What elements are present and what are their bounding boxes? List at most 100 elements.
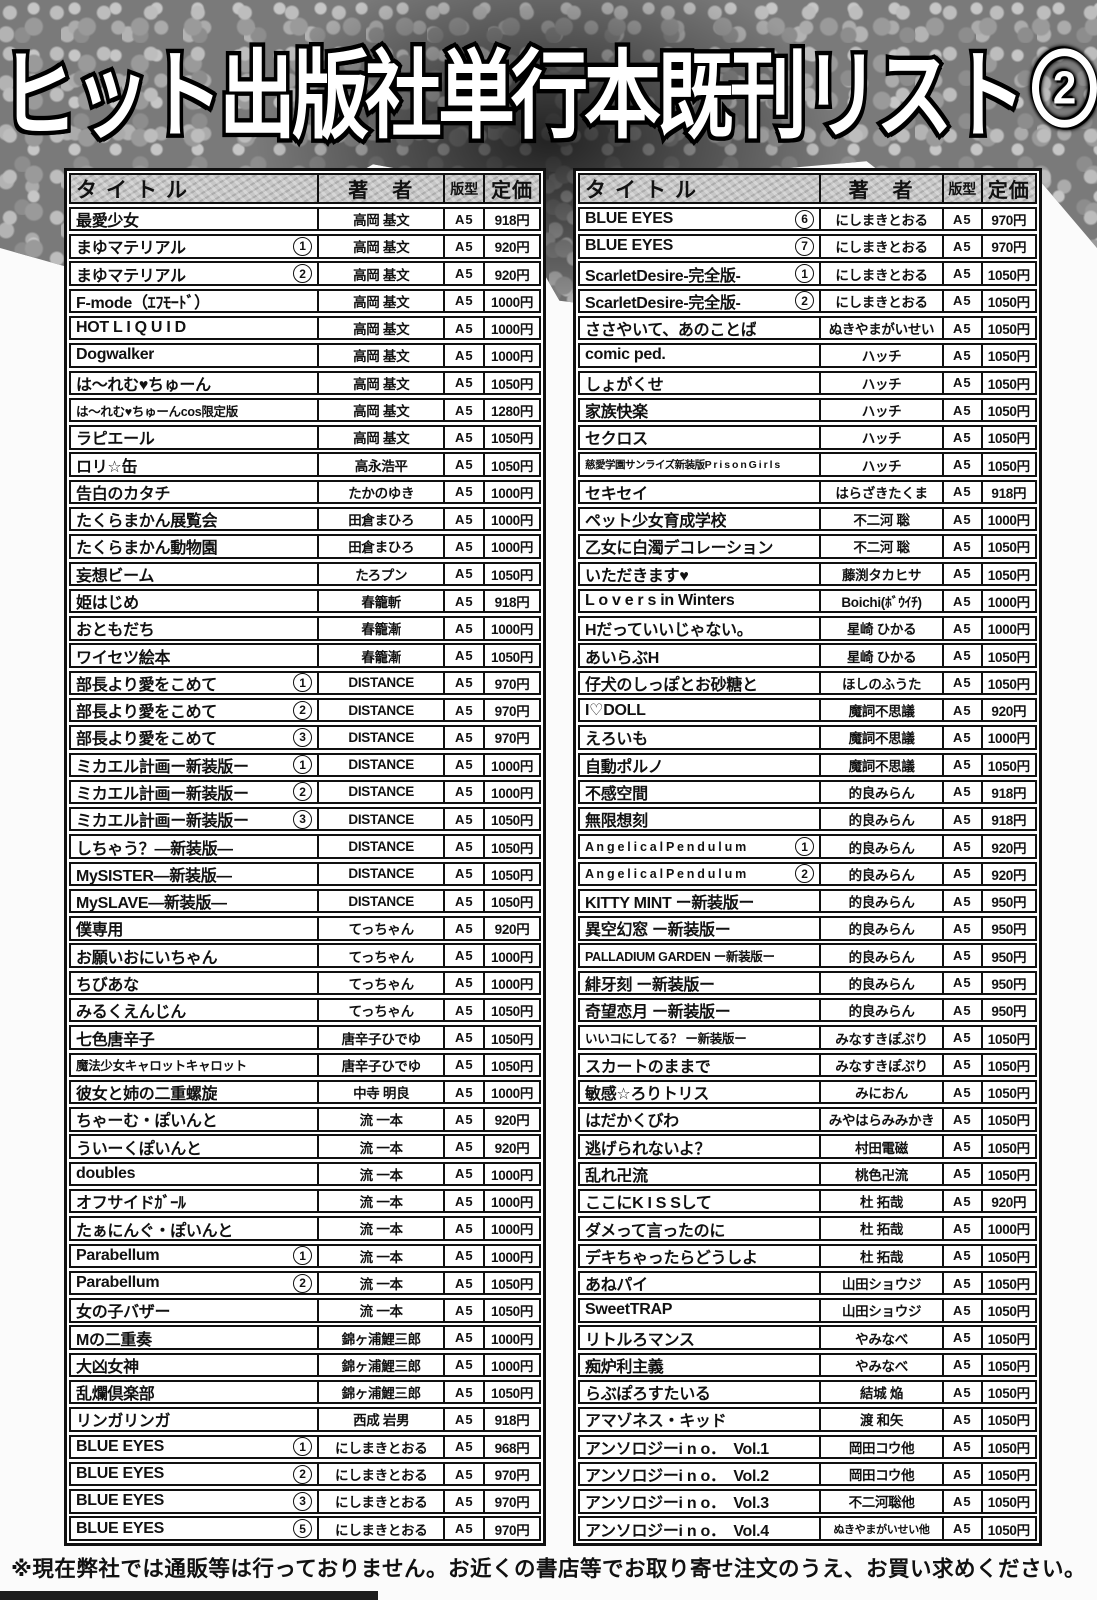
table-row: 異空幻窓 ー新装版ー 的良みらん A5 950円 [578, 916, 1037, 941]
author-name: 流 一本 [359, 1140, 403, 1156]
price-value: 1050円 [987, 349, 1030, 365]
book-title: セキセイ [585, 485, 648, 503]
price-cell: 1000円 [485, 345, 539, 365]
author-name: 藤渕タカヒサ [841, 567, 922, 583]
table-row: 最愛少女 高岡 基文 A5 918円 [69, 206, 541, 232]
format-cell: A5 [445, 672, 486, 694]
title-cell: アンソロジーi n o． Vol.4 [580, 1518, 822, 1540]
title-cell: 最愛少女 [71, 208, 320, 230]
format-cell: A5 [944, 1463, 983, 1485]
format-cell: A5 [944, 1081, 983, 1103]
format-cell: A5 [944, 727, 983, 748]
price-cell: 1050円 [983, 1273, 1035, 1293]
table-row: スカートのままで みなすきぽぷり A5 1050円 [578, 1052, 1037, 1077]
price-value: 1050円 [987, 1277, 1030, 1293]
format-value: A5 [454, 620, 474, 636]
price-value: 1050円 [491, 895, 534, 911]
price-cell: 1000円 [983, 727, 1035, 747]
author-name: 唐辛子ひでゆ [341, 1058, 422, 1074]
page-title-circled-number: 2 [1032, 48, 1097, 128]
author-cell: 星崎 ひかる [821, 645, 944, 666]
title-cell: 慈愛学園サンライズ新装版P r i s o n G i r l s [580, 454, 822, 475]
price-value: 1050円 [491, 813, 534, 829]
table-row: 無限想刻 的良みらん A5 918円 [578, 807, 1037, 832]
author-name: 高岡 基文 [353, 322, 410, 338]
price-cell: 1050円 [983, 1300, 1035, 1320]
price-value: 1050円 [987, 1522, 1030, 1538]
format-value: A5 [454, 811, 474, 827]
title-cell: お願いおにいちゃん [71, 945, 320, 967]
table-row: リンガリンガ 西成 岩男 A5 918円 [69, 1407, 541, 1432]
format-cell: A5 [445, 1000, 486, 1021]
price-value: 1050円 [491, 1031, 534, 1047]
author-name: てっちゃん [348, 949, 415, 965]
title-cell: 僕専用 [71, 918, 320, 940]
book-title: ScarletDesire-完全版- [585, 267, 741, 285]
author-name: 流 一本 [359, 1249, 403, 1265]
format-cell: A5 [445, 1245, 486, 1266]
price-cell: 970円 [485, 1518, 539, 1538]
price-value: 1000円 [491, 976, 534, 992]
format-value: A5 [454, 347, 474, 363]
book-title: アマゾネス・キッド [585, 1413, 727, 1431]
format-cell: A5 [944, 672, 983, 694]
title-cell: 緋牙刻 ー新装版ー [580, 972, 822, 994]
circled-number-badge: 2 [293, 700, 313, 720]
table-body-left: 最愛少女 高岡 基文 A5 918円 まゆマテリアル 1 高岡 基文 A5 920円 まゆマテリア… [69, 206, 541, 1541]
title-cell: みるくえんじん [71, 1000, 320, 1021]
format-value: A5 [953, 538, 972, 554]
title-cell: 妄想ビーム [71, 563, 320, 585]
format-value: A5 [953, 648, 972, 664]
title-cell: ロリ☆缶 [71, 454, 320, 476]
format-value: A5 [953, 1248, 972, 1264]
book-title: 僕専用 [76, 922, 124, 940]
book-title: 部長より愛をこめて [76, 731, 217, 749]
author-name: ハッチ [861, 376, 902, 392]
author-cell: 高岡 基文 [319, 208, 446, 230]
book-title: BLUE EYES [76, 1519, 164, 1537]
price-value: 1050円 [987, 1140, 1030, 1156]
table-row: A n g e l i c a l P e n d u l u m 1 的良みらん A… [578, 834, 1037, 859]
price-cell: 1050円 [983, 263, 1035, 283]
book-title: アンソロジーi n o． Vol.3 [585, 1495, 769, 1513]
format-cell: A5 [445, 1054, 486, 1075]
format-cell: A5 [944, 263, 983, 284]
book-title: あいらぶH [585, 649, 660, 667]
price-cell: 918円 [983, 782, 1035, 802]
table-row: BLUE EYES 3 にしまきとおる A5 970円 [69, 1489, 541, 1514]
title-cell: 乙女に白濁デコレーション [580, 536, 822, 557]
table-row: らぶぽろすたいる 結城 焔 A5 1050円 [578, 1379, 1037, 1405]
author-cell: 高岡 基文 [319, 290, 446, 312]
price-cell: 1000円 [485, 945, 539, 965]
price-cell: 918円 [983, 482, 1035, 502]
title-cell: 奇望恋月 ー新装版ー [580, 1000, 822, 1021]
table-row: 妄想ビーム たろプン A5 1050円 [69, 561, 541, 586]
format-value: A5 [953, 1466, 972, 1482]
table-row: 仔犬のしっぽとお砂糖と ほしのふうた A5 1050円 [578, 670, 1037, 696]
price-cell: 1050円 [485, 1055, 539, 1075]
title-cell: しちゃう？―新装版― [71, 836, 320, 858]
table-row: ワイセツ絵本 春籠漸 A5 1050円 [69, 643, 541, 668]
book-title: BLUE EYES [585, 210, 673, 228]
book-title: ういーくぽいんと [76, 1140, 202, 1158]
price-value: 1050円 [987, 1413, 1030, 1429]
price-value: 1050円 [987, 1386, 1030, 1402]
price-value: 1050円 [987, 676, 1030, 692]
author-name: 高永浩平 [354, 458, 408, 474]
author-cell: 魔詞不思議 [821, 699, 944, 721]
price-cell: 920円 [983, 700, 1035, 720]
title-cell: BLUE EYES 5 [71, 1518, 320, 1539]
table-row: MySLAVE―新装版― DISTANCE A5 1050円 [69, 888, 541, 914]
author-cell: Boichi(ﾎﾞｳｲﾁ) [821, 590, 944, 612]
price-cell: 1050円 [983, 1164, 1035, 1184]
author-name: 魔詞不思議 [848, 704, 915, 720]
format-value: A5 [953, 1384, 972, 1400]
format-cell: A5 [944, 508, 983, 530]
title-cell: BLUE EYES 6 [580, 208, 822, 230]
table-row: 僕専用 てっちゃん A5 920円 [69, 916, 541, 941]
format-value: A5 [454, 920, 474, 936]
author-name: にしまきとおる [335, 1440, 428, 1456]
format-cell: A5 [445, 1027, 486, 1048]
author-name: 的良みらん [848, 785, 915, 801]
author-cell: てっちゃん [319, 945, 446, 966]
